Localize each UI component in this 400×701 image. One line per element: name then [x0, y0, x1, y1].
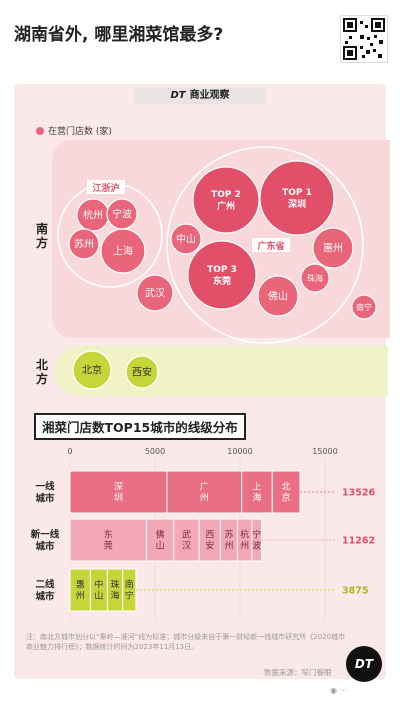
bubble-东莞: TOP 3 东莞: [187, 240, 257, 310]
bubble-circle: [100, 228, 146, 274]
bar-segment-label: 中山: [94, 579, 103, 602]
bubble-苏州: 苏州: [68, 228, 100, 260]
bar-segment-佛山: [146, 518, 175, 562]
bar-segment-label: 上海: [252, 482, 261, 504]
bubble-label: 苏州: [74, 238, 94, 251]
x-tick-label: 10000: [227, 447, 252, 456]
bar-segment-label: 惠州: [76, 579, 85, 602]
bubble-西安: 西安: [125, 355, 159, 389]
bubble-label: 武汉: [145, 287, 165, 300]
north-region-label: 北方: [36, 358, 49, 386]
weibo-watermark-icon: ◉ ···: [330, 686, 348, 695]
legend: 在营门店数 (家): [36, 124, 112, 137]
bubble-circle: [257, 275, 299, 317]
bubble-武汉: 武汉: [136, 274, 174, 312]
bubble-circle: [192, 166, 260, 234]
bubble-label: TOP 3 东莞: [207, 265, 237, 287]
bubble-佛山: 佛山: [257, 275, 299, 317]
x-tick-label: 0: [67, 447, 72, 456]
bar-segment-label: 深圳: [114, 482, 123, 504]
bubble-深圳: TOP 1 深圳: [259, 160, 335, 236]
bubble-label: 中山: [176, 233, 196, 246]
bubble-label: 南宁: [356, 302, 372, 312]
bubble-circle: [136, 274, 174, 312]
bar-segment-label: 珠海: [111, 579, 120, 602]
bubble-circle: [68, 228, 100, 260]
category-label: 新一线城市: [31, 528, 60, 552]
category-label: 一线城市: [35, 480, 55, 504]
bar-segment-武汉: [173, 518, 200, 562]
bar-segment-label: 西安: [205, 530, 214, 552]
bar-segment-label: 广州: [200, 481, 209, 504]
bubble-label: TOP 1 深圳: [282, 188, 312, 210]
bubble-label: 上海: [113, 245, 133, 258]
bubble-label: 珠海: [307, 273, 323, 283]
bar-segment-label: 佛山: [156, 529, 165, 552]
bar-segment-label: 武汉: [182, 529, 191, 552]
x-tick-label: 15000: [312, 447, 337, 456]
bar-total-label: 3875: [342, 586, 368, 597]
bar-segment-东莞: [69, 518, 147, 562]
x-tick-label: 5000: [145, 447, 165, 456]
bubble-label: 宁波: [112, 208, 132, 221]
bubble-circle: [125, 355, 159, 389]
bubble-中山: 中山: [170, 223, 202, 255]
bar-segment-label: 东莞: [104, 529, 113, 552]
south-region-label: 南方: [36, 222, 49, 250]
bubble-circle: [72, 350, 112, 390]
bubble-杭州: 杭州: [76, 198, 110, 232]
bar-segment-label: 南宁: [125, 579, 134, 602]
bubble-label: 杭州: [83, 209, 103, 222]
qr-code: [340, 15, 388, 63]
bar-total-label: 11262: [342, 536, 375, 547]
bubble-北京: 北京: [72, 350, 112, 390]
bar-segment-label: 苏州: [224, 529, 233, 552]
dt-logo: DT: [346, 646, 382, 682]
bubble-circle: [312, 227, 354, 269]
bubble-label: 北京: [82, 364, 102, 377]
legend-label: 在营门店数 (家): [48, 127, 112, 137]
category-label: 二线城市: [35, 578, 55, 602]
data-source: 数据来源：窄门餐眼: [264, 668, 332, 677]
jzh-group-tag: 江浙沪: [87, 180, 125, 194]
bar-segment-深圳: [69, 470, 168, 514]
bar-segment-宁波: [251, 518, 262, 562]
brand-banner: DT 商业观察: [134, 88, 266, 104]
banner-text: 商业观察: [189, 90, 230, 101]
bubble-label: TOP 2 广州: [211, 190, 241, 212]
bubble-circle: [187, 240, 257, 310]
bubble-circle: [351, 294, 377, 320]
section-title: 湘菜门店数TOP15城市的线级分布: [34, 413, 246, 440]
bubble-宁波: 宁波: [106, 198, 138, 230]
bubble-南宁: 南宁: [351, 294, 377, 320]
legend-dot-icon: [36, 127, 44, 135]
bubble-circle: [170, 223, 202, 255]
banner-logo: DT: [170, 90, 186, 101]
bubble-珠海: 珠海: [300, 263, 330, 293]
bubble-label: 惠州: [323, 242, 343, 255]
footnote: 注：南北方城市划分以“秦岭—淮河”线为标准；城市分级来自于第一财经新一线城市研究…: [26, 633, 346, 651]
bubble-label: 佛山: [268, 290, 288, 303]
bar-segment-label: 北京: [282, 482, 291, 504]
gd-group-label: 广东省: [257, 240, 284, 252]
bubble-label: 西安: [132, 366, 152, 379]
gd-group-outline: [166, 146, 364, 344]
jzh-group-label: 江浙沪: [92, 182, 119, 194]
bubble-惠州: 惠州: [312, 227, 354, 269]
bar-segment-label: 宁波: [252, 529, 261, 552]
bar-total-label: 13526: [342, 488, 375, 499]
bubble-circle: [300, 263, 330, 293]
gd-group-tag: 广东省: [252, 238, 290, 252]
bubble-circle: [259, 160, 335, 236]
page-title: 湖南省外, 哪里湘菜馆最多?: [14, 25, 224, 45]
bubble-广州: TOP 2 广州: [192, 166, 260, 234]
bubble-上海: 上海: [100, 228, 146, 274]
bar-segment-label: 杭州: [240, 529, 249, 552]
bar-segment-上海: [241, 470, 273, 514]
